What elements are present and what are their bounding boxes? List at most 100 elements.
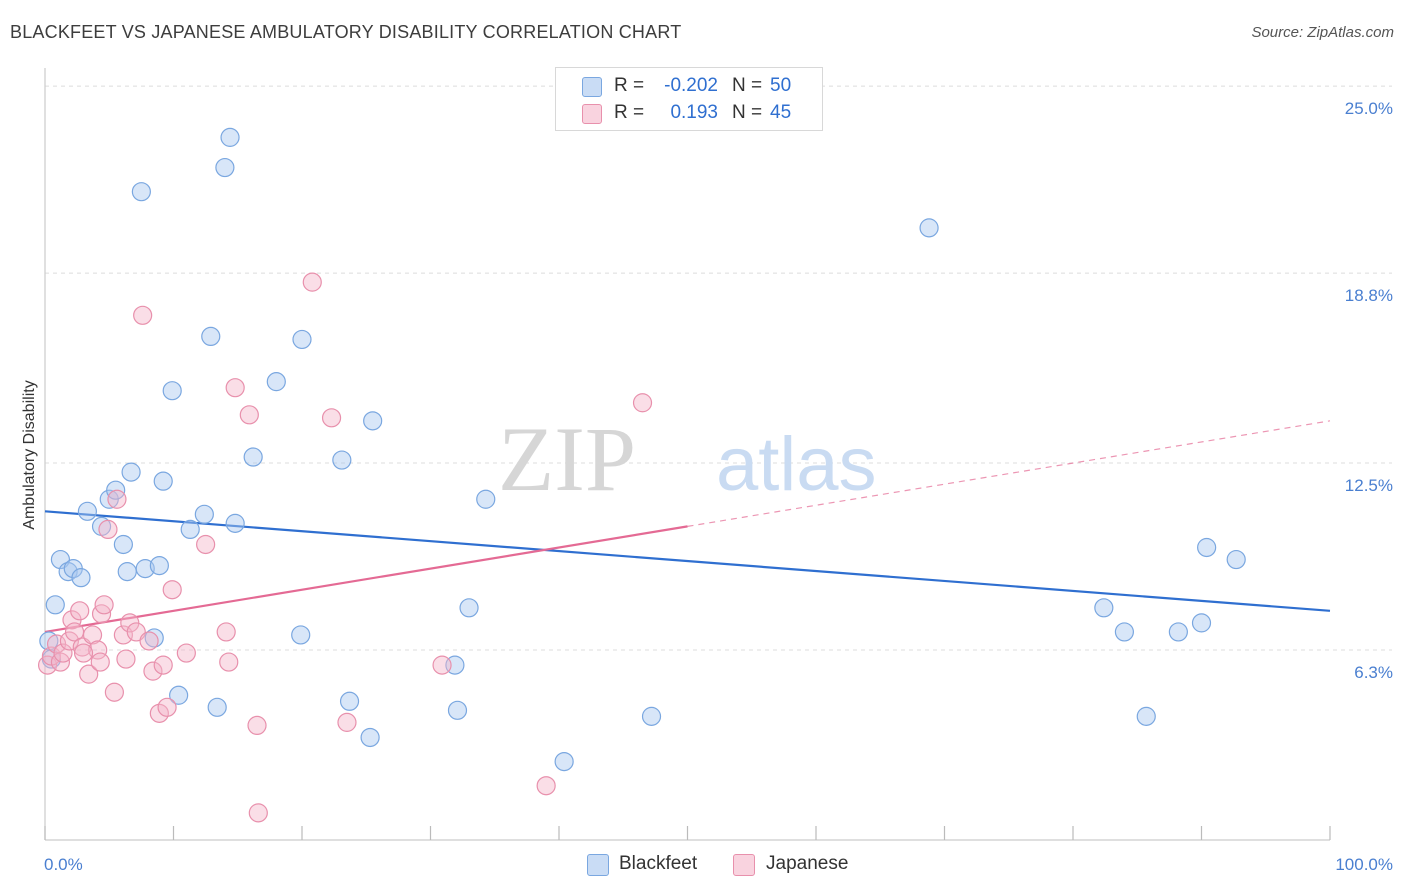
- japanese-point: [79, 664, 99, 684]
- blackfeet-point: [292, 329, 312, 350]
- blackfeet-point: [363, 411, 383, 431]
- blackfeet-point: [1197, 537, 1217, 558]
- japanese-point: [219, 652, 239, 672]
- x-tick-label: 100.0%: [1335, 855, 1393, 874]
- blackfeet-point: [45, 595, 65, 615]
- japanese-point: [248, 803, 268, 823]
- legend-n-value: 50: [770, 75, 792, 96]
- blackfeet-point: [1094, 598, 1114, 618]
- japanese-point: [88, 640, 108, 660]
- blackfeet-point: [201, 326, 221, 347]
- blackfeet-point: [360, 727, 380, 748]
- japanese-point: [139, 631, 159, 651]
- japanese-point: [104, 682, 124, 702]
- blackfeet-trend-line: [44, 510, 1331, 612]
- legend-n-label: N =: [732, 102, 763, 123]
- watermark-zip: ZIP: [498, 408, 636, 510]
- blackfeet-point: [332, 450, 352, 470]
- japanese-point: [337, 712, 357, 732]
- legend-n-label: N =: [732, 75, 763, 96]
- blackfeet-point: [641, 706, 662, 726]
- japanese-point: [321, 408, 342, 428]
- blackfeet-point: [113, 534, 133, 555]
- y-tick-label: 25.0%: [1345, 99, 1393, 118]
- blackfeet-point: [180, 519, 200, 540]
- series-legend: Blackfeet Japanese: [0, 852, 1406, 878]
- legend-r-label: R =: [614, 75, 645, 96]
- y-axis-label: Ambulatory Disability: [21, 380, 38, 529]
- trend-lines: [44, 420, 1331, 634]
- blackfeet-point: [144, 628, 164, 648]
- legend-r-label: R =: [614, 102, 645, 123]
- x-tick-label: 0.0%: [44, 855, 83, 874]
- blackfeet-point: [135, 559, 155, 579]
- japanese-point: [162, 580, 182, 600]
- japanese-point: [90, 652, 110, 672]
- legend-label-japanese: Japanese: [766, 853, 849, 874]
- watermark: ZIP atlas: [498, 408, 877, 510]
- blackfeet-point: [1191, 613, 1212, 633]
- japanese-point: [94, 595, 114, 615]
- legend-row-blackfeet: R = -0.202 N = 50: [556, 74, 822, 100]
- japanese-trend-line: [44, 525, 688, 634]
- blackfeet-point: [266, 372, 286, 392]
- blackfeet-point: [194, 504, 214, 524]
- tick-labels: 6.3% 12.5% 18.8% 25.0% 0.0% 100.0%: [44, 99, 1393, 874]
- japanese-point: [82, 625, 103, 645]
- blackfeet-swatch: [587, 854, 609, 876]
- japanese-point: [632, 393, 653, 413]
- source-credit: Source: ZipAtlas.com: [1251, 24, 1394, 41]
- japanese-point: [176, 643, 196, 663]
- japanese-point: [53, 643, 73, 663]
- blackfeet-point: [459, 598, 479, 618]
- blackfeet-point: [220, 127, 240, 147]
- blackfeet-point: [121, 462, 141, 482]
- japanese-trend-extension: [687, 420, 1331, 527]
- japanese-point: [536, 776, 556, 796]
- japanese-point: [73, 643, 94, 663]
- blackfeet-point: [71, 568, 91, 588]
- blackfeet-point: [476, 489, 496, 509]
- japanese-point: [153, 655, 173, 675]
- blackfeet-point: [1226, 549, 1246, 570]
- japanese-point: [70, 601, 90, 621]
- y-tick-label: 6.3%: [1354, 663, 1393, 682]
- blackfeet-point: [225, 513, 245, 533]
- legend-n-value: 45: [770, 102, 792, 123]
- blackfeet-point: [153, 471, 173, 491]
- japanese-point: [98, 519, 118, 540]
- japanese-point: [143, 661, 163, 681]
- y-tick-label: 18.8%: [1345, 286, 1393, 305]
- blackfeet-point: [291, 625, 311, 645]
- correlation-legend: R = -0.202 N = 50 R = 0.193 N = 45: [555, 67, 823, 131]
- y-tick-label: 12.5%: [1345, 476, 1393, 495]
- blackfeet-point: [1136, 706, 1156, 726]
- blackfeet-point: [149, 555, 169, 576]
- legend-row-japanese: R = 0.193 N = 45: [556, 101, 822, 127]
- data-points: [37, 127, 1246, 823]
- blackfeet-point: [77, 501, 98, 521]
- blackfeet-point: [339, 691, 360, 711]
- japanese-point: [225, 378, 245, 398]
- blackfeet-point: [1168, 622, 1188, 642]
- legend-r-value: 0.193: [670, 102, 718, 123]
- blackfeet-point: [117, 562, 137, 582]
- blackfeet-point: [169, 685, 189, 705]
- chart-title: BLACKFEET VS JAPANESE AMBULATORY DISABIL…: [10, 22, 682, 42]
- blackfeet-point: [207, 697, 227, 717]
- blackfeet-point: [131, 182, 151, 202]
- watermark-atlas: atlas: [716, 422, 877, 507]
- blackfeet-point: [243, 447, 263, 467]
- japanese-point: [116, 649, 136, 669]
- blackfeet-point: [1114, 622, 1135, 642]
- legend-label-blackfeet: Blackfeet: [619, 853, 698, 874]
- axes: [44, 68, 1331, 841]
- japanese-point: [302, 272, 322, 292]
- japanese-point: [107, 489, 127, 509]
- blackfeet-point: [162, 381, 182, 401]
- japanese-point: [196, 534, 216, 555]
- blackfeet-point: [447, 700, 468, 720]
- japanese-point: [133, 305, 153, 325]
- japanese-swatch: [733, 854, 755, 876]
